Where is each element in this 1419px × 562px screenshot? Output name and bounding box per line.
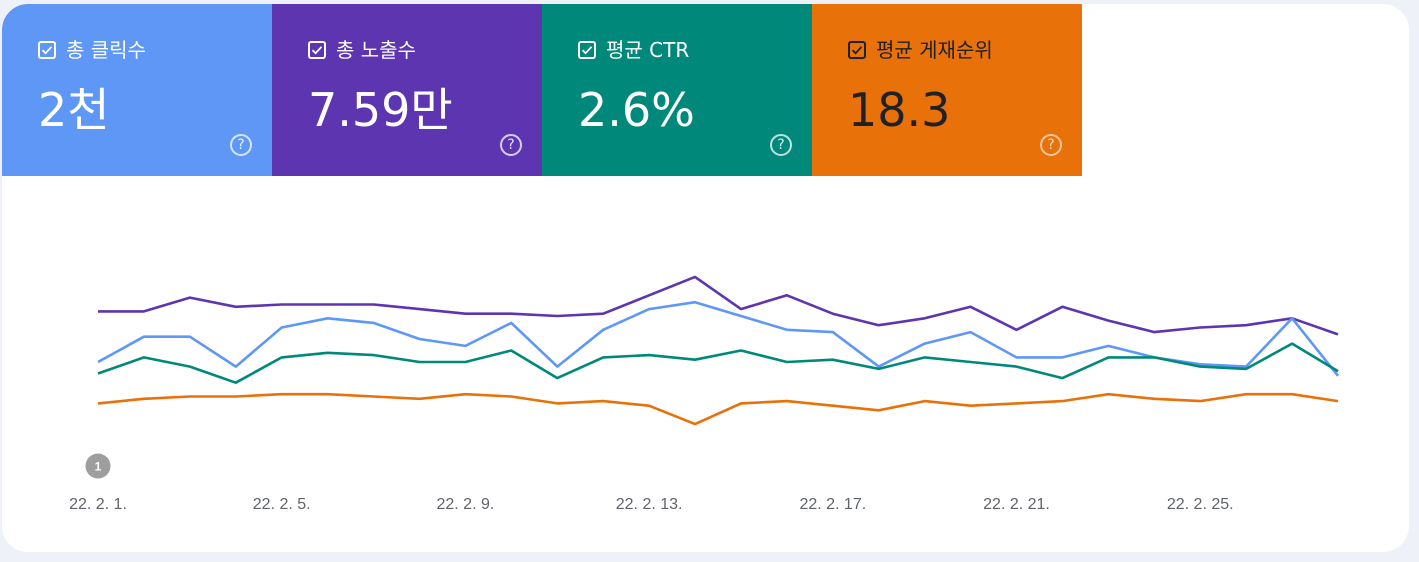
metric-label: 총 노출수 [336,38,416,62]
help-icon[interactable]: ? [230,134,252,156]
checkbox-icon[interactable] [578,41,596,59]
metric-card-header: 총 클릭수 [38,37,146,63]
series-line-ctr [97,342,1339,385]
annotation-marker[interactable]: 1 [85,453,111,479]
metric-value: 2.6% [578,83,695,137]
metric-value: 2천 [38,83,110,137]
help-icon[interactable]: ? [1040,134,1062,156]
series-line-impressions [98,275,1339,336]
checkbox-icon[interactable] [308,41,326,59]
series-line-position [97,392,1339,426]
annotation-label: 1 [95,460,102,474]
checkbox-icon[interactable] [38,41,56,59]
checkbox-icon[interactable] [848,41,866,59]
help-icon[interactable]: ? [770,134,792,156]
x-tick-label: 22. 2. 13. [616,496,683,513]
metric-value: 18.3 [848,83,951,137]
metric-label: 평균 CTR [606,38,690,62]
checkmark-icon [311,46,323,55]
checkmark-icon [851,46,863,55]
metric-cards: 총 클릭수 2천 ? 총 노출수 7.59만 ? 평균 CTR 2.6% [2,4,1082,176]
x-tick-label: 22. 2. 9. [436,496,494,513]
metric-card-position[interactable]: 평균 게재순위 18.3 ? [812,4,1082,176]
annotation-circle [85,453,111,479]
metric-label: 총 클릭수 [66,38,146,62]
metric-card-impressions[interactable]: 총 노출수 7.59만 ? [272,4,542,176]
metric-label: 평균 게재순위 [876,38,993,62]
x-tick-label: 22. 2. 1. [69,496,127,513]
help-icon[interactable]: ? [500,134,522,156]
x-tick-label: 22. 2. 17. [799,496,866,513]
x-tick-label: 22. 2. 25. [1167,496,1234,513]
metric-value: 7.59만 [308,83,453,137]
performance-panel: 총 클릭수 2천 ? 총 노출수 7.59만 ? 평균 CTR 2.6% [2,4,1409,552]
checkmark-icon [581,46,593,55]
x-tick-label: 22. 2. 5. [253,496,311,513]
metric-card-clicks[interactable]: 총 클릭수 2천 ? [2,4,272,176]
series-line-clicks [97,300,1340,377]
metric-card-header: 평균 게재순위 [848,37,993,63]
checkmark-icon [41,46,53,55]
metric-card-header: 총 노출수 [308,37,416,63]
metric-card-header: 평균 CTR [578,37,689,63]
x-tick-label: 22. 2. 21. [983,496,1050,513]
metric-card-ctr[interactable]: 평균 CTR 2.6% ? [542,4,812,176]
